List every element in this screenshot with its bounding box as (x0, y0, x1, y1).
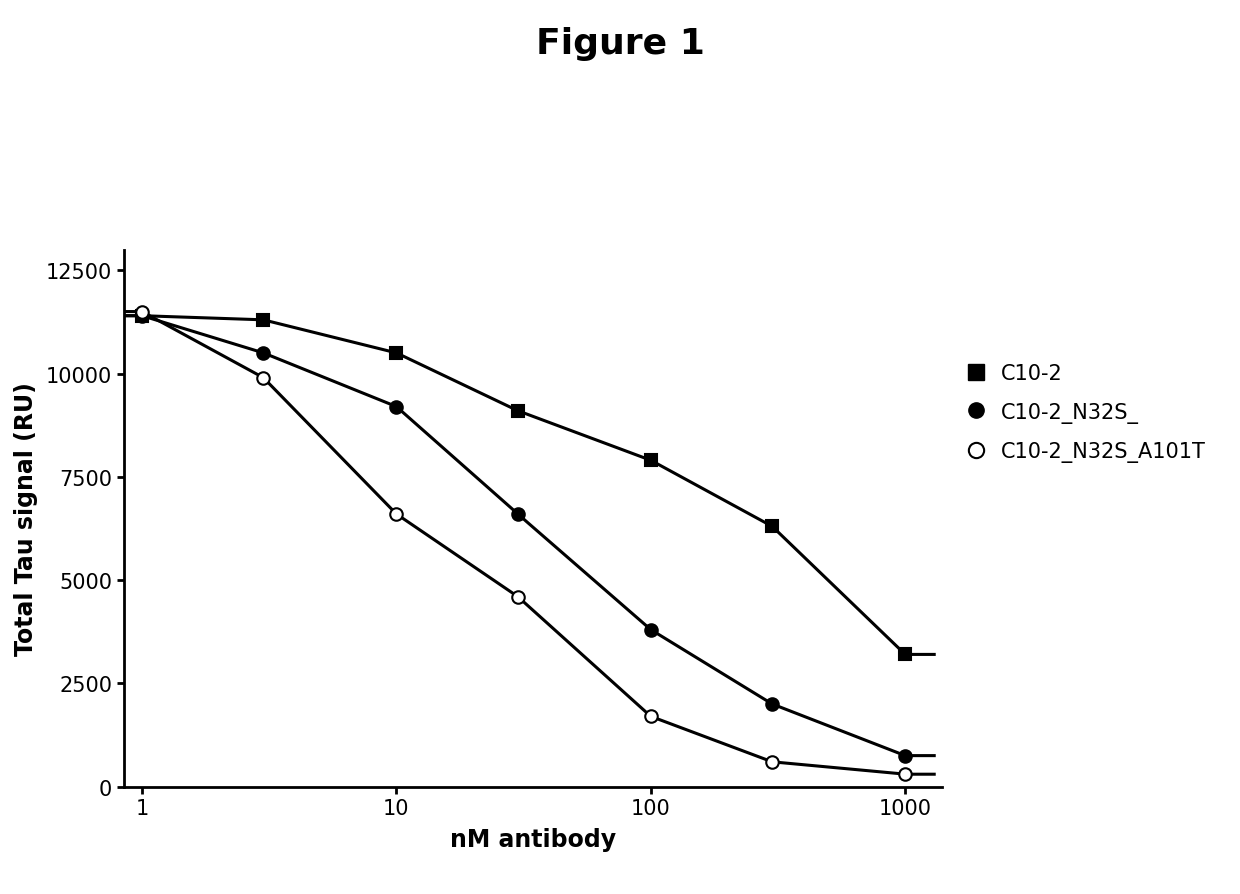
Text: Figure 1: Figure 1 (536, 27, 704, 61)
Line: C10-2_N32S_: C10-2_N32S_ (135, 310, 911, 762)
C10-2 (255, 315, 270, 325)
X-axis label: nM antibody: nM antibody (450, 827, 616, 851)
Y-axis label: Total Tau signal (RU): Total Tau signal (RU) (14, 382, 37, 655)
C10-2_N32S_A101T (898, 769, 913, 780)
Line: C10-2_N32S_A101T: C10-2_N32S_A101T (135, 306, 911, 780)
C10-2_N32S_ (134, 311, 149, 322)
C10-2_N32S_ (644, 625, 658, 636)
C10-2 (511, 406, 526, 417)
C10-2_N32S_A101T (511, 592, 526, 603)
C10-2 (644, 455, 658, 466)
C10-2_N32S_A101T (644, 712, 658, 722)
C10-2_N32S_A101T (134, 307, 149, 317)
C10-2 (765, 521, 780, 532)
Legend: C10-2, C10-2_N32S_, C10-2_N32S_A101T: C10-2, C10-2_N32S_, C10-2_N32S_A101T (961, 358, 1211, 469)
C10-2_N32S_ (511, 509, 526, 519)
C10-2_N32S_ (898, 750, 913, 761)
C10-2_N32S_ (255, 348, 270, 358)
C10-2_N32S_A101T (389, 509, 404, 519)
C10-2 (389, 348, 404, 358)
C10-2 (134, 311, 149, 322)
C10-2_N32S_ (389, 401, 404, 412)
Line: C10-2: C10-2 (135, 310, 911, 661)
C10-2_N32S_ (765, 699, 780, 710)
C10-2_N32S_A101T (255, 373, 270, 384)
C10-2_N32S_A101T (765, 756, 780, 767)
C10-2 (898, 649, 913, 660)
